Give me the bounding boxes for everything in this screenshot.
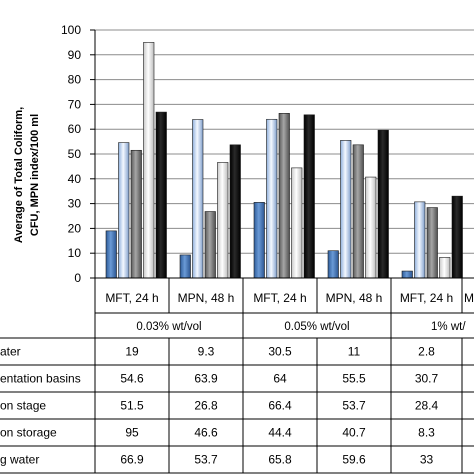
category-axis: MFT, 24 h MPN, 48 h MFT, 24 h MPN, 48 h MFT,… (94, 278, 474, 338)
legend-row-label: on storage (0, 426, 57, 440)
bar (229, 144, 241, 279)
bar (143, 42, 155, 279)
legend-row-label: ater (0, 345, 21, 359)
y-tick-label: 100 (61, 23, 81, 37)
y-tick-label: 10 (68, 246, 82, 260)
category-label: MPN, 48 h (178, 291, 235, 305)
group-label: 0.03% wt/vol (136, 321, 201, 333)
bar (340, 140, 352, 279)
bar (118, 142, 130, 279)
category-label: MFT, 24 h (105, 291, 158, 305)
data-label: 65.8 (268, 453, 292, 467)
category-label: MFT, 24 h (253, 291, 306, 305)
bar (414, 201, 426, 279)
bar (266, 118, 278, 279)
bar (352, 144, 364, 279)
data-label: 30.5 (268, 345, 292, 359)
bar (377, 129, 389, 279)
data-label: 8.3 (418, 426, 435, 440)
data-table: ater 19 9.3 30.5 11 2.8 entation basins 54.6 63.… (0, 337, 474, 474)
bar (217, 162, 229, 279)
group-label: 1% wt/ (431, 321, 466, 333)
y-tick-label: 60 (68, 122, 82, 136)
bar (155, 111, 167, 279)
data-label: 44.4 (268, 426, 292, 440)
data-label: 26.8 (194, 399, 218, 413)
data-label: 63.9 (194, 372, 218, 386)
bar (451, 195, 463, 279)
data-label: 30.7 (415, 372, 439, 386)
y-tick-label: 80 (68, 73, 82, 87)
data-label: 66.9 (120, 453, 144, 467)
y-tick-label: 90 (68, 48, 82, 62)
data-label: 46.6 (194, 426, 218, 440)
y-axis-label-line1: Average of Total Coliform, (13, 107, 25, 243)
bar (130, 149, 142, 279)
bar (192, 119, 204, 279)
bar (365, 176, 377, 279)
bar (291, 167, 303, 279)
data-label: 59.6 (342, 453, 366, 467)
y-tick-label: 40 (68, 172, 82, 186)
data-label: 55.5 (342, 372, 366, 386)
data-label: 28.4 (415, 399, 439, 413)
legend-row-label: on stage (0, 399, 46, 413)
data-label: 40.7 (342, 426, 366, 440)
bar (253, 202, 265, 279)
data-label: 19 (125, 345, 139, 359)
data-label: 33 (420, 453, 434, 467)
data-label: 64 (273, 372, 287, 386)
data-label: 54.6 (120, 372, 144, 386)
bar (401, 270, 413, 279)
category-label: MPN, 48 h (326, 291, 383, 305)
bar (426, 207, 438, 279)
group-label: 0.05% wt/vol (284, 321, 349, 333)
y-tick-label: 20 (68, 221, 82, 235)
category-label: M (464, 291, 474, 305)
data-label: 9.3 (198, 345, 215, 359)
bar (327, 250, 339, 279)
y-tick-label: 50 (68, 147, 82, 161)
data-label: 53.7 (194, 453, 218, 467)
y-tick-label: 70 (68, 97, 82, 111)
data-label: 66.4 (268, 399, 292, 413)
y-axis-title: Average of Total Coliform, CFU, MPN inde… (13, 107, 41, 243)
data-label: 11 (348, 345, 361, 359)
bar (303, 114, 315, 279)
legend-row-label: entation basins (0, 372, 81, 386)
y-axis-label-line2: CFU, MPN index/100 ml (29, 114, 41, 236)
y-tick-label: 30 (68, 197, 82, 211)
category-label: MFT, 24 h (400, 291, 453, 305)
bar (439, 257, 451, 279)
legend-row-label: g water (0, 453, 39, 467)
y-tick-label: 0 (74, 271, 81, 285)
data-label: 2.8 (418, 345, 435, 359)
plot-area: 0 10 20 30 40 50 60 70 80 90 100 (61, 23, 474, 285)
data-label: 95 (125, 426, 139, 440)
bar (204, 211, 216, 279)
bar (179, 254, 191, 279)
bar (278, 113, 290, 279)
data-label: 53.7 (342, 399, 366, 413)
bar (105, 230, 117, 279)
data-label: 51.5 (120, 399, 144, 413)
